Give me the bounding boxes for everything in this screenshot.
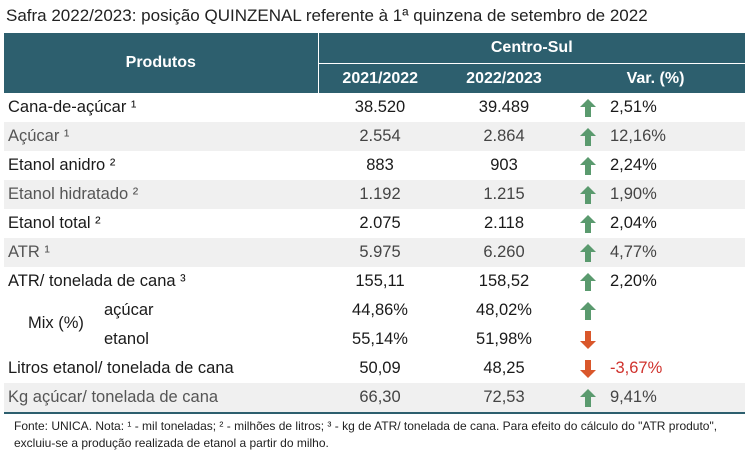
value-2022-2023: 39.489 <box>478 98 530 116</box>
header-2021-2022: 2021/2022 <box>318 63 442 93</box>
table-row: Etanol total ² 2.075 2.118 2,04% <box>4 209 745 238</box>
variation-value: 2,24% <box>610 156 657 174</box>
page-title: Safra 2022/2023: posição QUINZENAL refer… <box>6 6 648 25</box>
header-variation: Var. (%) <box>566 63 746 93</box>
table-row: Açúcar ¹ 2.554 2.864 12,16% <box>4 122 746 151</box>
value-2021-2022: 2.075 <box>359 214 401 232</box>
value-2021-2022: 883 <box>366 156 394 174</box>
variation-cell: 2,04% <box>566 209 745 238</box>
row-label: Etanol total ² <box>8 214 101 232</box>
header-2022-2023: 2022/2023 <box>442 63 566 93</box>
variation-value: -3,67% <box>610 359 663 377</box>
variation-value: 2,51% <box>610 98 657 116</box>
mix-label-cell: etanol <box>4 325 318 354</box>
variation-value: 12,16% <box>610 127 666 145</box>
arrow-up-icon <box>580 244 596 262</box>
value-2021-2022: 5.975 <box>318 238 442 267</box>
value-2021-2022: 1.192 <box>318 180 442 209</box>
variation-cell: 9,41% <box>566 383 746 414</box>
value-2022-2023: 48,02% <box>476 301 532 319</box>
value-2021-2022: 50,09 <box>359 359 401 377</box>
arrow-down-icon <box>580 360 596 378</box>
variation-cell: 2,20% <box>566 267 745 296</box>
table-row: Litros etanol/ tonelada de cana 50,09 48,2… <box>4 354 745 383</box>
row-label: Açúcar ¹ <box>4 122 318 151</box>
value-2022-2023: 2.864 <box>442 122 566 151</box>
arrow-up-icon <box>580 389 596 407</box>
variation-cell: 2,51% <box>566 93 745 122</box>
header-produtos: Produtos <box>4 33 319 93</box>
row-label: Kg açúcar/ tonelada de cana <box>4 383 318 414</box>
row-label: Litros etanol/ tonelada de cana <box>8 359 234 377</box>
table-row: Etanol anidro ² 883 903 2,24% <box>4 151 745 180</box>
mix-sub-label: açúcar <box>104 300 154 319</box>
value-2021-2022: 2.554 <box>318 122 442 151</box>
value-2022-2023: 1.215 <box>442 180 566 209</box>
variation-cell <box>566 325 745 354</box>
header-region: Centro-Sul <box>318 33 746 64</box>
row-label: Etanol anidro ² <box>8 156 116 174</box>
mix-row-acucar: Mix (%) açúcar 44,86% 48,02% <box>4 296 745 332</box>
arrow-up-icon <box>580 215 596 233</box>
mix-label-cell: Mix (%) açúcar <box>4 296 318 332</box>
arrow-up-icon <box>580 186 596 204</box>
table-row: Etanol hidratado ² 1.192 1.215 1,90% <box>4 180 746 209</box>
table-row: Kg açúcar/ tonelada de cana 66,30 72,53 9,4… <box>4 383 746 414</box>
variation-cell: 4,77% <box>566 238 746 267</box>
arrow-up-icon <box>580 273 596 291</box>
mix-sub-label: etanol <box>104 329 149 348</box>
arrow-up-icon <box>580 99 596 117</box>
variation-value: 2,04% <box>610 214 657 232</box>
value-2022-2023: 2.118 <box>483 214 525 232</box>
row-label: Cana-de-açúcar ¹ <box>8 98 137 116</box>
table-row: ATR/ tonelada de cana ³ 155,11 158,52 2,20% <box>4 267 745 296</box>
value-2022-2023: 72,53 <box>442 383 566 414</box>
value-2022-2023: 6.260 <box>442 238 566 267</box>
variation-value: 9,41% <box>610 388 657 406</box>
value-2021-2022: 38.520 <box>354 98 406 116</box>
arrow-up-icon <box>580 157 596 175</box>
variation-value: 4,77% <box>610 243 657 261</box>
variation-cell <box>566 296 745 325</box>
variation-cell: -3,67% <box>566 354 745 383</box>
value-2022-2023: 158,52 <box>478 272 530 290</box>
arrow-up-icon <box>580 128 596 146</box>
arrow-up-icon <box>580 302 596 320</box>
value-2022-2023: 48,25 <box>483 359 525 377</box>
row-label: ATR ¹ <box>4 238 318 267</box>
data-table: Produtos Centro-Sul 2021/2022 2022/2023 … <box>4 33 746 414</box>
table-row: Cana-de-açúcar ¹ 38.520 39.489 2,51% <box>4 93 745 122</box>
variation-cell: 2,24% <box>566 151 745 180</box>
variation-cell: 1,90% <box>566 180 746 209</box>
footnote: Fonte: UNICA. Nota: ¹ - mil toneladas; ²… <box>14 419 718 450</box>
mix-row-etanol: etanol 55,14% 51,98% <box>4 325 745 354</box>
variation-value: 1,90% <box>610 185 657 203</box>
value-2021-2022: 44,86% <box>352 301 408 319</box>
row-label: ATR/ tonelada de cana ³ <box>8 272 186 290</box>
variation-cell: 12,16% <box>566 122 746 151</box>
value-2022-2023: 903 <box>490 156 518 174</box>
value-2021-2022: 55,14% <box>352 330 408 348</box>
table-row: ATR ¹ 5.975 6.260 4,77% <box>4 238 746 267</box>
value-2022-2023: 51,98% <box>476 330 532 348</box>
row-label: Etanol hidratado ² <box>4 180 318 209</box>
value-2021-2022: 155,11 <box>355 272 405 290</box>
arrow-down-icon <box>580 331 596 349</box>
mix-label: Mix (%) <box>28 313 84 332</box>
variation-value: 2,20% <box>610 272 657 290</box>
value-2021-2022: 66,30 <box>318 383 442 414</box>
